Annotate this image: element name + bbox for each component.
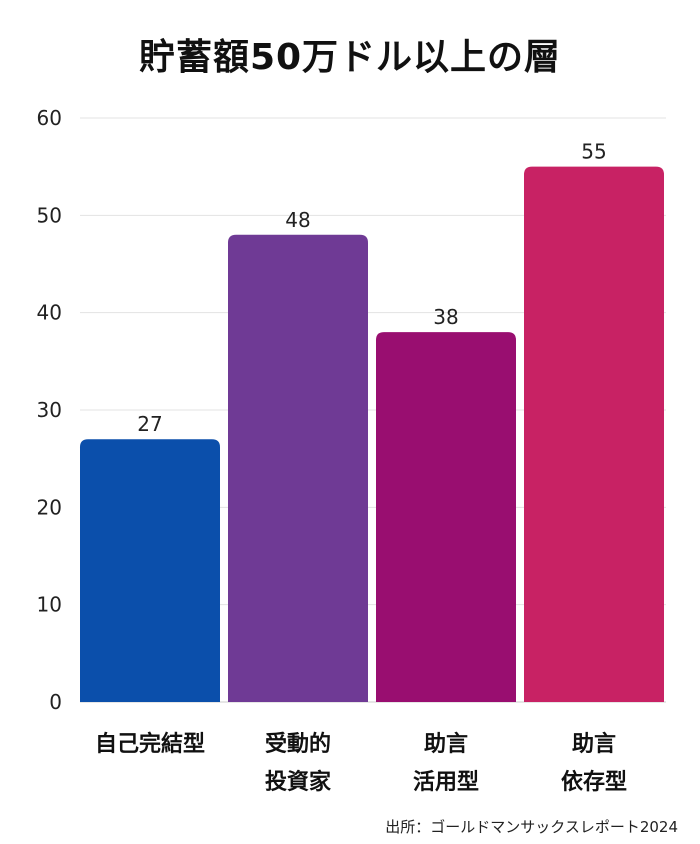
y-tick-label: 60 (37, 106, 62, 130)
data-label: 55 (581, 140, 606, 164)
data-label: 48 (285, 208, 310, 232)
x-category-label-line: 活用型 (412, 770, 479, 795)
y-tick-label: 50 (37, 203, 62, 227)
data-label: 27 (137, 412, 162, 436)
chart-title: 貯蓄額50万ドル以上の層 (138, 37, 562, 78)
x-category-label: 助言 依存型 (519, 726, 669, 802)
y-tick-label: 20 (37, 495, 62, 519)
x-category-label-line: 投資家 (264, 770, 331, 795)
x-category-label-line: 依存型 (560, 770, 627, 795)
bar (524, 166, 664, 702)
x-category-label-line: 自己完結型 (94, 732, 205, 757)
x-category-label: 自己完結型 (75, 726, 225, 764)
x-category-label-line: 受動的 (264, 732, 331, 757)
x-category-label: 受動的 投資家 (223, 726, 373, 802)
bar (228, 234, 368, 703)
y-tick-label: 30 (37, 398, 62, 422)
y-tick-label: 0 (49, 690, 62, 714)
bar (376, 332, 516, 702)
bar (80, 439, 220, 702)
x-category-label-line: 助言 (423, 732, 468, 757)
source-note: 出所：ゴールドマンサックスレポート2024 (385, 818, 678, 836)
y-tick-label: 40 (37, 301, 62, 325)
x-category-label: 助言 活用型 (371, 726, 521, 802)
x-category-label-line: 助言 (571, 732, 616, 757)
y-tick-label: 10 (37, 593, 62, 617)
data-label: 38 (433, 305, 458, 329)
